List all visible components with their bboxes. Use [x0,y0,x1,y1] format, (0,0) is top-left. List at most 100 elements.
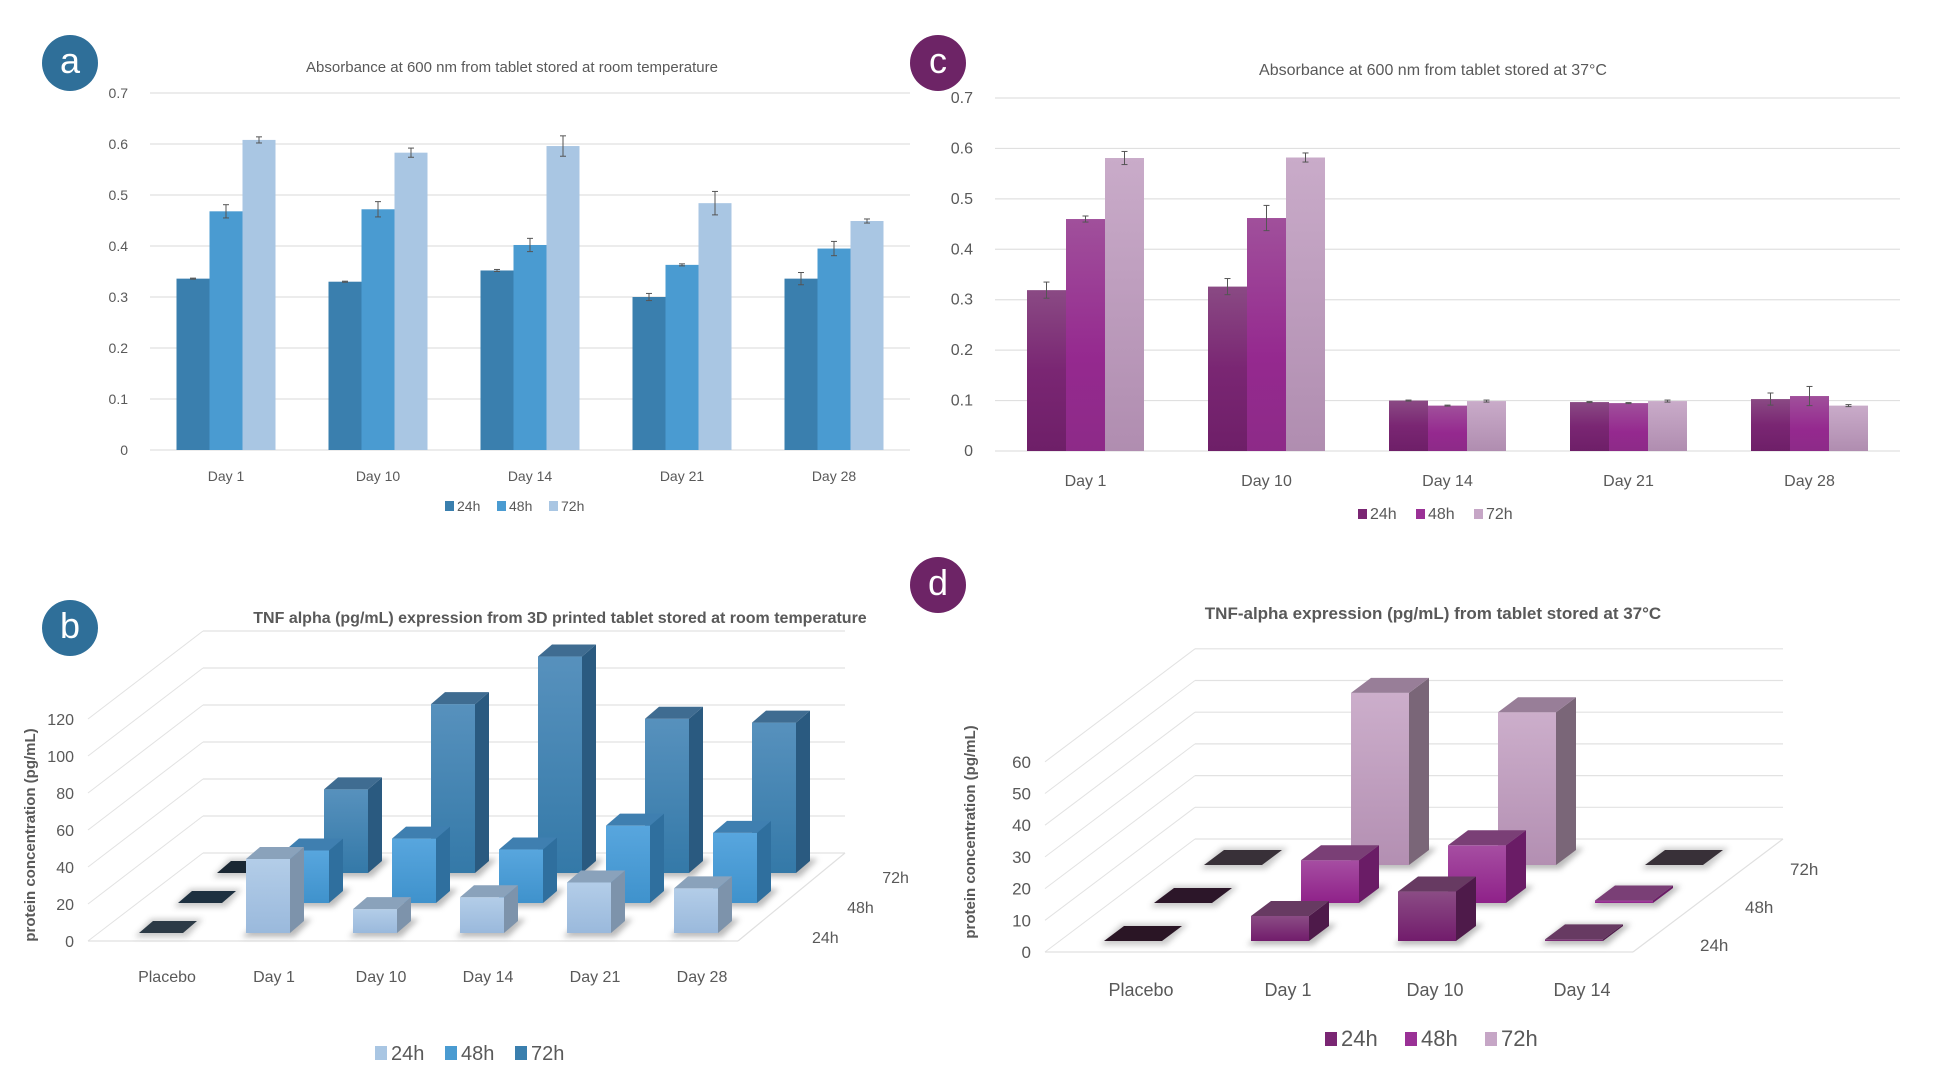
bar-top-48h-day10 [392,826,450,839]
x-tick-label: Day 28 [677,969,728,986]
side-gridline [87,667,204,757]
bar-72h-day1 [1105,158,1144,451]
side-gridline [87,815,204,905]
bar-72h-day1 [1351,692,1409,865]
depth-label-72h: 72h [1790,860,1818,879]
y-tick-label: 0.5 [951,191,973,208]
bar-24h-day21 [632,297,666,450]
legend-label-24h: 24h [1341,1026,1378,1051]
y-tick-label: 0.6 [951,140,973,157]
legend-swatch-48h [1405,1032,1417,1046]
bar-72h-day21 [1648,401,1687,451]
bar-top-24h-day10 [1398,876,1476,892]
panel-badge-c: c [910,35,966,91]
chart-title-b: TNF alpha (pg/mL) expression from 3D pri… [253,610,867,627]
y-tick-label: 40 [1012,816,1031,835]
y-tick-label: 10 [1012,911,1031,930]
bar-24h-day1 [1027,290,1066,451]
bar-72h-day10 [1286,157,1325,451]
bar-72h-placebo [1204,850,1282,865]
x-tick-label: Day 1 [208,468,245,484]
legend-swatch-48h [497,501,506,511]
bar-24h-day14 [1389,400,1428,451]
y-axis-label-d: protein concentration (pg/mL) [962,725,979,938]
panel-badge-d: d [910,557,966,613]
bar-48h-day1 [1301,860,1359,903]
bar-side-48h-day1 [329,838,343,903]
bar-48h-day14 [1428,405,1467,451]
bar-side-48h-day1 [1359,845,1379,903]
bar-side-24h-day10 [397,897,411,933]
bar-72h-day14 [538,656,582,873]
y-tick-label: 120 [47,712,74,729]
x-tick-label: Placebo [138,969,196,986]
bar-side-72h-day10 [475,692,489,873]
x-tick-label: Day 28 [812,468,857,484]
legend-swatch-24h [375,1046,387,1060]
side-gridline [87,741,204,831]
bar-top-72h-day21 [645,706,703,719]
bar-side-24h-day14 [1603,924,1623,941]
x-tick-label: Day 28 [1784,473,1835,490]
bar-side-24h-day1 [290,847,304,933]
x-tick-label: Day 10 [1241,473,1292,490]
y-tick-label: 0.7 [109,85,129,101]
y-tick-label: 0.7 [951,90,973,107]
chart-title-a: Absorbance at 600 nm from tablet stored … [306,59,718,76]
x-tick-label: Day 21 [1603,473,1654,490]
legend-label-48h: 48h [509,498,532,514]
y-axis-label-b: protein concentration (pg/mL) [22,728,39,941]
bar-top-72h-day10 [431,692,489,705]
y-tick-label: 0.2 [109,340,129,356]
bar-top-48h-day1 [1301,845,1379,861]
bar-24h-day14 [1545,939,1603,941]
y-tick-label: 60 [56,823,74,840]
x-tick-label: Day 1 [253,969,295,986]
chart-panel-d: TNF-alpha expression (pg/mL) from tablet… [962,604,1818,1051]
bar-side-24h-day21 [611,870,625,933]
legend-label-72h: 72h [561,498,584,514]
y-tick-label: 20 [1012,880,1031,899]
bar-side-24h-day1 [1309,900,1329,941]
y-tick-label: 0.6 [109,136,129,152]
depth-label-72h: 72h [882,870,909,887]
side-gridline [1044,743,1196,858]
y-tick-label: 100 [47,749,74,766]
chart-title-d: TNF-alpha expression (pg/mL) from tablet… [1205,604,1661,623]
y-tick-label: 0.4 [951,241,973,258]
side-gridline [87,852,204,942]
y-tick-label: 0.2 [951,342,973,359]
bar-top-48h-day21 [606,813,664,826]
y-tick-label: 0.4 [109,238,129,254]
legend-swatch-72h [1474,509,1483,519]
x-tick-label: Day 21 [570,969,621,986]
bar-top-24h-day14 [460,885,518,898]
depth-label-24h: 24h [1700,936,1728,955]
depth-label-48h: 48h [1745,898,1773,917]
bar-24h-day28 [674,888,718,933]
legend-label-72h: 72h [531,1043,564,1065]
bar-48h-day14 [1595,900,1653,903]
bar-48h-day10 [392,838,436,903]
bar-48h-day21 [1609,403,1648,451]
chart-title-c: Absorbance at 600 nm from tablet stored … [1259,62,1607,79]
bar-side-48h-day14 [543,837,557,903]
x-tick-label: Day 14 [1422,473,1473,490]
legend-label-48h: 48h [1421,1026,1458,1051]
x-tick-label: Day 10 [356,468,401,484]
bar-side-48h-day14 [1653,885,1673,903]
y-tick-label: 0 [964,443,973,460]
panel-badge-b: b [42,600,98,656]
y-tick-label: 0 [120,442,128,458]
chart-panel-c: Absorbance at 600 nm from tablet stored … [951,62,1900,523]
bar-top-24h-day10 [353,897,411,910]
bar-48h-day1 [209,211,243,450]
bar-48h-placebo [1154,888,1232,903]
bar-side-48h-day10 [436,826,450,903]
side-gridline [1044,775,1196,889]
x-tick-label: Day 1 [1065,473,1107,490]
bar-top-72h-day28 [752,710,810,723]
bar-72h-day14 [546,146,580,451]
x-tick-label: Day 10 [356,969,407,986]
